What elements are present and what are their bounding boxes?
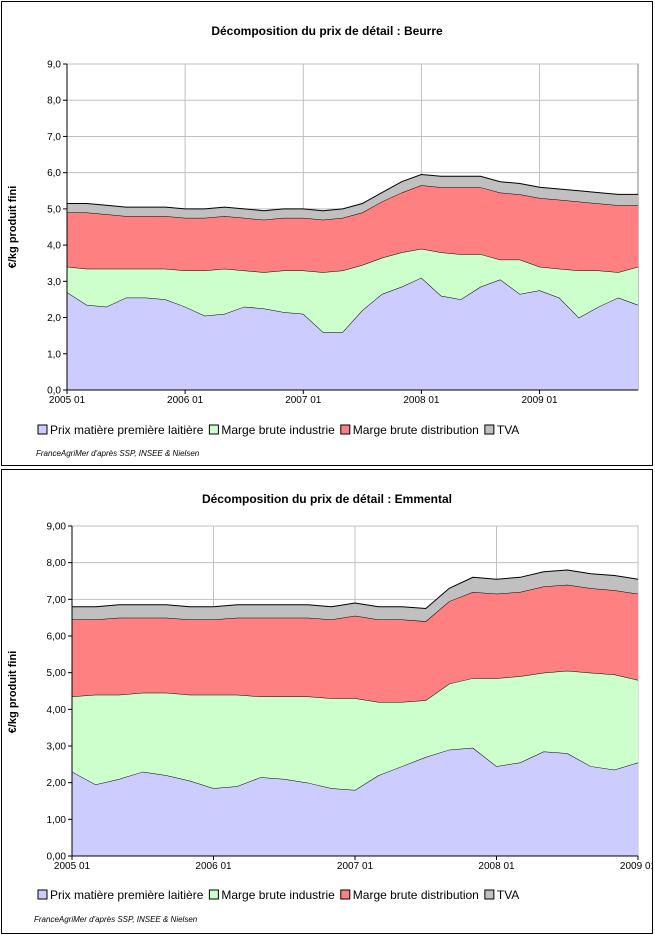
legend-label: Marge brute distribution xyxy=(353,423,479,437)
y-tick-label: 0,00 xyxy=(47,852,67,863)
y-tick-label: 6,00 xyxy=(47,632,67,643)
x-tick-label: 2009 01 xyxy=(620,861,652,872)
legend-label: Marge brute industrie xyxy=(221,888,335,902)
x-tick-label: 2007 01 xyxy=(337,861,374,872)
y-tick-label: 8,0 xyxy=(47,96,61,107)
y-tick-label: 5,00 xyxy=(47,668,67,679)
legend-label: Marge brute industrie xyxy=(221,423,335,437)
source-note: FranceAgriMer d'après SSP, INSEE & Niels… xyxy=(36,449,200,458)
y-tick-label: 1,0 xyxy=(47,349,61,360)
legend-label: TVA xyxy=(497,423,519,437)
x-tick-label: 2007 01 xyxy=(285,395,322,406)
y-tick-label: 4,00 xyxy=(47,705,67,716)
series-line-vat xyxy=(72,569,639,610)
chart-title: Décomposition du prix de détail : Beurre xyxy=(211,24,443,38)
area-vat xyxy=(72,570,638,622)
y-tick-label: 6,0 xyxy=(47,168,61,179)
area-industry-margin xyxy=(72,670,638,790)
y-axis-title: €/kg produit fini xyxy=(7,651,19,734)
y-tick-label: 1,00 xyxy=(47,815,67,826)
legend-swatch xyxy=(340,424,351,435)
y-tick-label: 9,00 xyxy=(47,522,67,533)
y-tick-label: 4,0 xyxy=(47,241,61,252)
y-tick-label: 2,0 xyxy=(47,313,61,324)
area-distribution-margin xyxy=(67,185,638,273)
y-tick-label: 7,0 xyxy=(47,132,61,143)
series-line-vat xyxy=(67,173,638,212)
beurre-chart-panel: Décomposition du prix de détail : Beurre… xyxy=(1,1,653,466)
area-raw-material xyxy=(67,277,638,390)
legend-label: Prix matière première laitière xyxy=(50,888,204,902)
y-tick-label: 9,0 xyxy=(47,60,61,71)
legend-swatch xyxy=(37,424,48,435)
y-tick-label: 2,00 xyxy=(47,778,67,789)
y-tick-label: 3,00 xyxy=(47,742,67,753)
legend-label: Prix matière première laitière xyxy=(50,423,204,437)
y-tick-label: 3,0 xyxy=(47,277,61,288)
y-axis-title: €/kg produit fini xyxy=(7,186,19,269)
source-note: FranceAgriMer d'après SSP, INSEE & Niels… xyxy=(34,915,198,924)
legend-swatch xyxy=(484,424,495,435)
legend-swatch xyxy=(208,424,219,435)
emmental-chart: Décomposition du prix de détail : Emment… xyxy=(7,492,652,924)
legend-label: Marge brute distribution xyxy=(353,888,479,902)
x-tick-label: 2008 01 xyxy=(403,395,440,406)
y-tick-label: 7,00 xyxy=(47,595,67,606)
area-raw-material xyxy=(72,747,638,856)
x-tick-label: 2009 01 xyxy=(521,395,558,406)
x-tick-label: 2008 01 xyxy=(478,861,515,872)
legend-swatch xyxy=(208,889,219,900)
y-tick-label: 5,0 xyxy=(47,204,61,215)
area-industry-margin xyxy=(67,248,638,332)
emmental-chart-panel: Décomposition du prix de détail : Emment… xyxy=(1,469,653,934)
x-tick-label: 2006 01 xyxy=(167,395,204,406)
legend-swatch xyxy=(340,889,351,900)
legend-swatch xyxy=(37,889,48,900)
area-distribution-margin xyxy=(72,584,638,702)
y-tick-label: 0,0 xyxy=(47,386,61,397)
x-tick-label: 2006 01 xyxy=(195,861,232,872)
x-tick-label: 2005 01 xyxy=(54,861,91,872)
y-tick-label: 8,00 xyxy=(47,558,67,569)
chart-title: Décomposition du prix de détail : Emment… xyxy=(202,492,452,506)
x-tick-label: 2005 01 xyxy=(49,395,86,406)
legend-swatch xyxy=(484,889,495,900)
beurre-chart: Décomposition du prix de détail : Beurre… xyxy=(7,24,639,458)
legend-label: TVA xyxy=(497,888,519,902)
